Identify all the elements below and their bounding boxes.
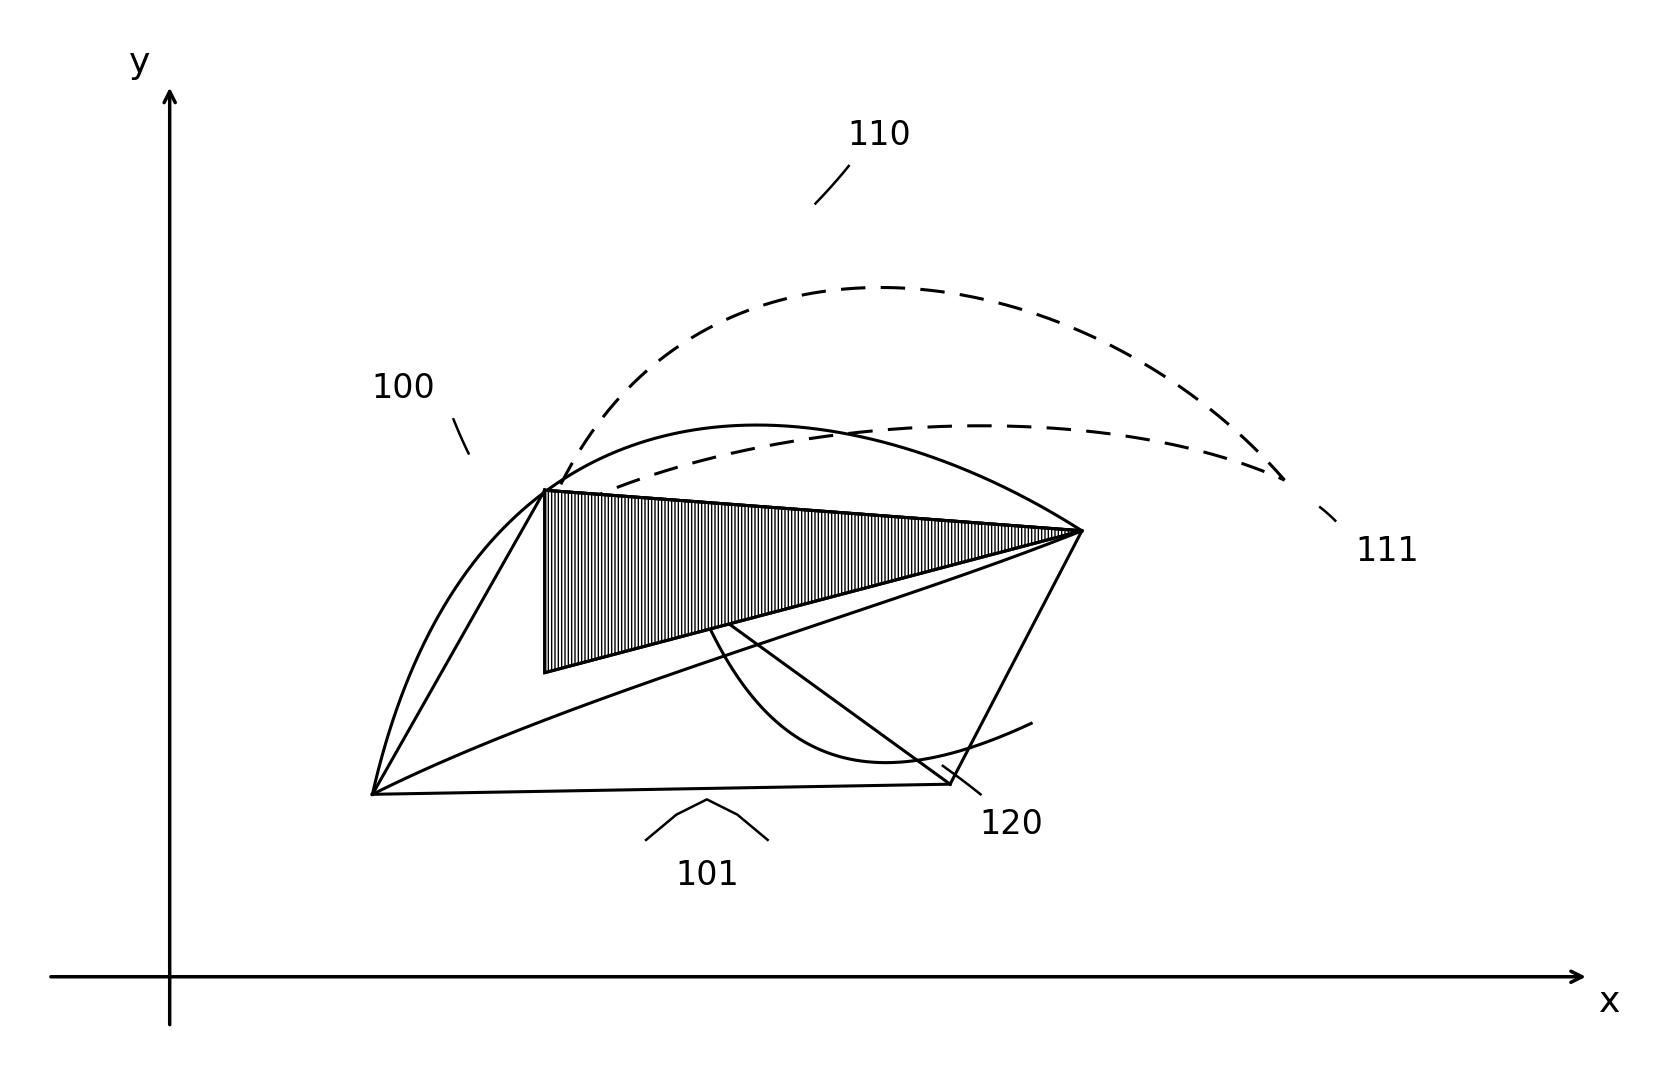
Text: 111: 111 bbox=[1355, 535, 1420, 568]
Text: 100: 100 bbox=[371, 372, 434, 405]
Text: x: x bbox=[1599, 985, 1621, 1019]
Polygon shape bbox=[545, 490, 1082, 673]
Text: y: y bbox=[129, 46, 151, 80]
Text: 101: 101 bbox=[674, 859, 739, 892]
Text: 120: 120 bbox=[979, 808, 1042, 841]
Text: 110: 110 bbox=[847, 119, 911, 152]
